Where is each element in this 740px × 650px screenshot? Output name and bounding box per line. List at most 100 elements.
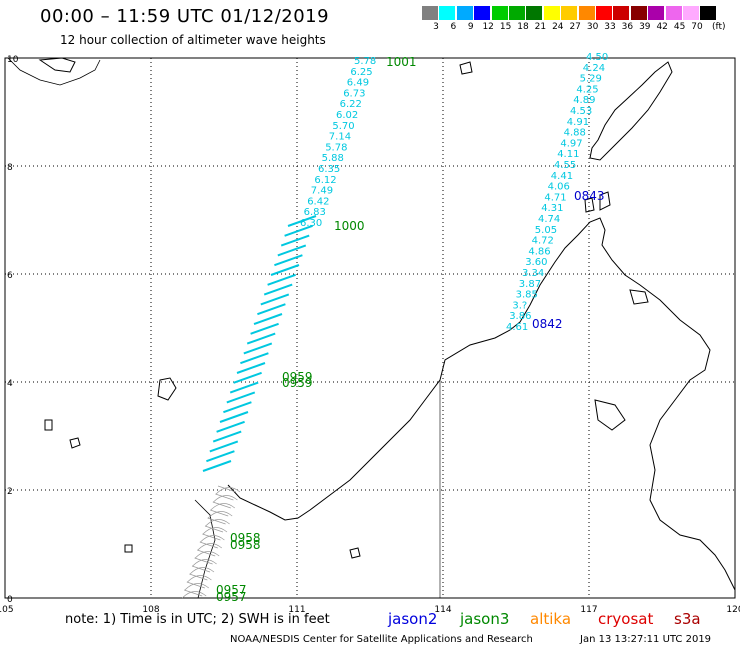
legend-swatch <box>456 6 473 20</box>
swh-value: 3.86 <box>509 311 531 322</box>
swh-value-band <box>257 303 286 316</box>
swh-value-band <box>236 362 266 374</box>
legend-unit: (ft) <box>712 22 726 32</box>
swh-value-band <box>270 264 300 276</box>
swh-value-band <box>212 430 242 443</box>
swh-value-band <box>253 313 283 325</box>
swh-value-band <box>260 293 290 306</box>
swh-value: 4.31 <box>541 203 563 214</box>
legend-label: 39 <box>639 22 651 32</box>
low-swh-segment <box>202 525 228 535</box>
swh-value-band <box>280 234 310 247</box>
low-swh-segment <box>187 573 212 583</box>
lat-tick-label: 6 <box>7 271 13 281</box>
swh-value: 3.34 <box>522 268 544 279</box>
swh-value: 4.41 <box>551 171 573 182</box>
swh-value: 4.72 <box>532 236 554 247</box>
legend-swatch <box>491 6 508 20</box>
swh-value: 7.49 <box>311 186 333 197</box>
pass-time-label: 0958 <box>230 531 261 545</box>
swh-value: 5.05 <box>535 225 557 236</box>
low-swh-segment <box>215 485 241 495</box>
legend-swatch <box>596 6 612 20</box>
legend-label: 18 <box>517 22 529 32</box>
swh-value: 4.50 <box>586 52 608 63</box>
low-swh-segment <box>207 509 233 519</box>
swh-value: 6.83 <box>304 207 326 218</box>
low-swh-segment <box>189 565 215 575</box>
swh-value: 4.89 <box>573 95 595 106</box>
legend-swatch <box>630 6 647 20</box>
swh-value: 3.? <box>512 300 527 311</box>
swh-value: 7.14 <box>329 132 351 143</box>
pass-time-label: 0958 <box>230 538 261 552</box>
altimeter-track-gray <box>181 485 241 599</box>
swh-value: 5.78 <box>354 56 376 67</box>
swh-value-band <box>229 381 259 394</box>
lon-tick-label: 117 <box>580 605 597 615</box>
low-swh-segment <box>200 533 225 543</box>
swh-value-band <box>206 450 235 463</box>
legend-label: 70 <box>691 22 703 32</box>
legend-swatch <box>613 6 630 20</box>
lon-tick-label: 111 <box>288 605 305 615</box>
satellite-label: jason3 <box>460 610 510 628</box>
pass-time-label: 1000 <box>334 219 365 233</box>
legend-label: 27 <box>569 22 581 32</box>
swh-value-band <box>233 371 262 384</box>
satellite-label: altika <box>530 610 572 628</box>
legend-label: 21 <box>534 22 547 32</box>
swh-value: 4.88 <box>564 128 586 139</box>
satellite-label: s3a <box>674 610 701 628</box>
legend-label: 15 <box>499 22 512 32</box>
satellite-label: jason2 <box>388 610 438 628</box>
swh-value-band <box>223 401 252 414</box>
swh-value-band <box>250 322 279 335</box>
pass-time-label: 0959 <box>282 376 313 390</box>
low-swh-segment <box>181 589 207 599</box>
low-swh-segment <box>197 541 223 551</box>
low-swh-segment <box>213 493 238 503</box>
swh-value: 6.25 <box>350 67 372 78</box>
lon-tick-label: 108 <box>142 605 159 615</box>
low-swh-segment <box>194 549 220 559</box>
swh-value-band <box>284 224 313 237</box>
legend-swatch <box>543 6 560 20</box>
swh-value: 5.29 <box>580 74 602 85</box>
swh-value: 6.49 <box>347 78 369 89</box>
lon-tick-label: 105 <box>0 605 14 615</box>
low-swh-segment <box>184 581 210 591</box>
lon-tick-labels: 105 108 111 114 117 120 <box>0 605 740 615</box>
swh-value: 6.35 <box>318 164 340 175</box>
legend-swatch <box>665 6 682 20</box>
legend-swatch <box>509 6 525 20</box>
lat-tick-label: 8 <box>7 163 13 173</box>
swh-value-band <box>263 283 293 296</box>
legend-label: 42 <box>656 22 668 32</box>
swh-value: 4.55 <box>554 160 576 171</box>
low-swh-segment <box>205 517 230 527</box>
legend-label: 30 <box>586 22 599 32</box>
swh-value-band <box>246 332 276 345</box>
swh-value: 3.87 <box>519 279 541 290</box>
legend-swatch <box>439 6 456 20</box>
legend-label: 12 <box>482 22 494 32</box>
swh-value: 4.11 <box>557 149 579 160</box>
swh-value: 4.61 <box>506 322 528 333</box>
pass-time-label: 0957 <box>216 583 247 597</box>
legend-label: 6 <box>450 22 457 32</box>
swh-value-band <box>267 273 296 286</box>
swh-value: 4.53 <box>570 106 592 117</box>
legend-swatch <box>700 6 717 20</box>
swh-value-band <box>243 342 273 355</box>
swh-value: 4.97 <box>560 138 582 149</box>
swh-value: 6.30 <box>300 218 322 229</box>
swh-value-band <box>202 460 232 472</box>
legend-swatch <box>648 6 665 20</box>
swh-value-band <box>209 440 239 453</box>
footer-note: note: 1) Time is in UTC; 2) SWH is in fe… <box>65 612 330 627</box>
legend-label: 9 <box>467 22 474 32</box>
swh-value: 3.60 <box>525 257 547 268</box>
legend-swatch <box>474 6 491 20</box>
legend-swatch <box>526 6 543 20</box>
